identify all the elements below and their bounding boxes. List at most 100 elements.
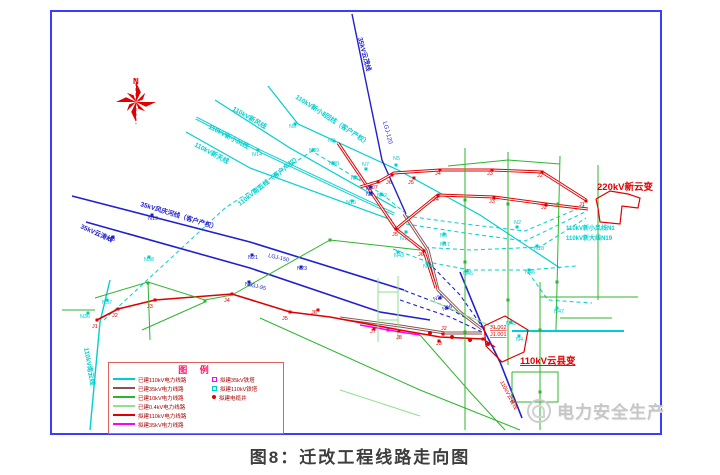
compass-north-icon bbox=[136, 82, 141, 102]
tower-marker bbox=[386, 328, 390, 332]
tower-marker bbox=[376, 180, 380, 184]
diagram-label: 110kV云县变 bbox=[520, 355, 576, 367]
diagram-label: J3 bbox=[487, 171, 493, 177]
power-line-cyan bbox=[185, 131, 393, 221]
diagram-label: N8 bbox=[366, 192, 373, 198]
tower-marker bbox=[422, 249, 426, 253]
tower-marker bbox=[490, 168, 494, 172]
power-line-blue bbox=[71, 195, 405, 291]
tower-marker bbox=[394, 227, 398, 231]
tower-marker bbox=[111, 235, 115, 239]
power-line-cyan bbox=[392, 248, 577, 271]
diagram-label: J2 bbox=[112, 313, 118, 319]
power-line-lightgreen bbox=[339, 389, 421, 417]
cable-well-marker bbox=[450, 335, 454, 339]
tower-marker bbox=[147, 255, 151, 259]
tower-marker bbox=[544, 203, 548, 207]
tower-marker bbox=[481, 337, 485, 341]
diagram-label: J5 bbox=[282, 316, 288, 322]
legend-item: 拟建110kV铁塔 bbox=[212, 384, 278, 392]
tower-marker bbox=[379, 192, 383, 196]
tower-marker bbox=[372, 327, 376, 331]
legend-item-label: 拟建35kV电力线路 bbox=[138, 422, 184, 429]
tower-marker bbox=[350, 199, 354, 203]
tower-marker bbox=[555, 306, 559, 310]
tower-marker bbox=[442, 232, 446, 236]
power-line-green bbox=[447, 159, 561, 167]
substation-outline bbox=[483, 315, 529, 363]
diagram-label: N15 bbox=[346, 200, 356, 206]
tower-marker bbox=[445, 306, 449, 310]
diagram-label: N19 bbox=[148, 216, 158, 222]
tower-marker bbox=[105, 298, 109, 302]
diagram-label: N40 bbox=[329, 161, 339, 167]
tower-marker bbox=[256, 148, 260, 152]
tower-marker bbox=[465, 269, 469, 273]
legend-square-symbol bbox=[212, 385, 217, 391]
tower-marker bbox=[311, 148, 315, 152]
power-line-cyan bbox=[527, 271, 593, 304]
diagram-label: N4 bbox=[516, 337, 523, 343]
diagram-label: N46 bbox=[525, 270, 535, 276]
tower-marker bbox=[86, 311, 90, 315]
legend-item: 已建10kV电力线路 bbox=[113, 393, 212, 401]
diagram-label: J6 bbox=[386, 180, 392, 186]
legend-dot-symbol bbox=[212, 395, 216, 399]
diagram-label: J4 bbox=[435, 171, 441, 177]
power-line-cyan bbox=[405, 211, 586, 242]
diagram-label: N7 bbox=[362, 162, 369, 168]
substation-outline bbox=[595, 190, 641, 225]
legend-item: 拟建35kV铁塔 bbox=[212, 375, 278, 383]
diagram-label: N47 bbox=[554, 309, 564, 315]
tower-marker bbox=[299, 265, 303, 269]
tower-marker bbox=[288, 310, 292, 314]
legend-item-label: 已建35kV电力线路 bbox=[138, 386, 184, 393]
power-line-green bbox=[555, 155, 561, 331]
tower-marker bbox=[463, 260, 467, 264]
diagram-label: N39 bbox=[309, 148, 319, 154]
tower-marker bbox=[364, 167, 368, 171]
legend-right-column: 拟建35kV铁塔 拟建110kV铁塔 拟建电缆井 bbox=[212, 375, 278, 428]
diagram-label: N21 bbox=[248, 255, 258, 261]
compass-north-icon bbox=[126, 102, 136, 112]
power-line-green bbox=[511, 371, 559, 403]
tower-marker bbox=[397, 329, 401, 333]
tower-marker bbox=[328, 238, 332, 242]
tower-marker bbox=[369, 191, 373, 195]
diagram-label: 110kV新大线N19 bbox=[566, 234, 613, 242]
tower-marker bbox=[463, 330, 467, 334]
tower-marker bbox=[230, 292, 234, 296]
power-line-green bbox=[141, 301, 206, 331]
watermark-text: 电力安全生产 bbox=[557, 403, 665, 422]
legend-item: 已建35kV电力线路 bbox=[113, 384, 212, 392]
diagram-label: N17 bbox=[440, 242, 450, 248]
legend-item: 已建110kV电力线路 bbox=[113, 375, 212, 383]
legend-line-sample bbox=[113, 405, 135, 407]
diagram-label: N38 bbox=[144, 257, 154, 263]
diagram-label: N bbox=[133, 77, 139, 86]
diagram-label: N41 bbox=[351, 176, 361, 182]
tower-marker bbox=[584, 199, 588, 203]
legend-line-sample bbox=[113, 387, 135, 389]
tower-marker bbox=[425, 261, 429, 265]
tower-marker bbox=[369, 185, 373, 189]
diagram-label: J6 bbox=[418, 252, 424, 258]
tower-marker bbox=[535, 244, 539, 248]
legend-title: 图 例 bbox=[178, 365, 214, 375]
power-line-blue bbox=[399, 299, 483, 333]
power-line-green bbox=[259, 317, 521, 431]
legend-item: 拟建电缆井 bbox=[212, 393, 278, 401]
legend-item: 已建0.4kV电力线路 bbox=[113, 402, 212, 410]
power-line-lightgreen bbox=[429, 299, 501, 331]
diagram-label: N37 bbox=[102, 300, 112, 306]
legend-line-sample bbox=[113, 378, 135, 380]
figure-caption: 图8：迁改工程线路走向图 bbox=[249, 448, 471, 467]
diagram-label: J5 bbox=[392, 232, 398, 238]
tower-marker bbox=[509, 320, 513, 324]
diagram-label: 220kV新云变 bbox=[597, 181, 653, 193]
tower-marker bbox=[527, 268, 531, 272]
diagram-label: LGJ-150 bbox=[268, 253, 290, 264]
tower-marker bbox=[390, 173, 394, 177]
tower-marker bbox=[441, 332, 445, 336]
tower-marker bbox=[506, 202, 510, 206]
